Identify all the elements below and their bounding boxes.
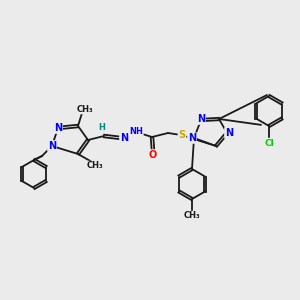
Text: S: S: [178, 130, 186, 140]
Text: N: N: [197, 114, 205, 124]
Text: N: N: [120, 133, 128, 143]
Text: N: N: [188, 133, 196, 143]
Text: CH₃: CH₃: [77, 104, 93, 113]
Text: CH₃: CH₃: [87, 161, 103, 170]
Text: N: N: [225, 128, 233, 138]
Text: N: N: [54, 123, 62, 133]
Text: CH₃: CH₃: [184, 212, 200, 220]
Text: Cl: Cl: [264, 139, 274, 148]
Text: NH: NH: [129, 127, 143, 136]
Text: H: H: [99, 122, 105, 131]
Text: O: O: [149, 150, 157, 160]
Text: N: N: [48, 141, 56, 151]
